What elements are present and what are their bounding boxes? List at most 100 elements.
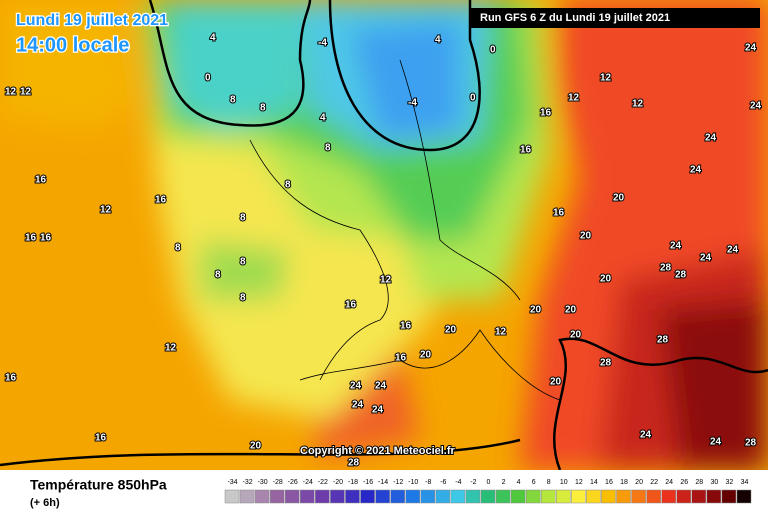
scale-label: -2: [470, 479, 476, 486]
isotherm-label: 8: [285, 180, 291, 191]
isotherm-label: 20: [420, 350, 432, 361]
isotherm-label: 12: [165, 343, 177, 354]
isotherm-label: 20: [580, 231, 592, 242]
isotherm-label: 12: [380, 275, 392, 286]
isotherm-label: 20: [250, 441, 262, 452]
isotherm-label: 8: [230, 95, 236, 106]
isotherm-label: 20: [565, 305, 577, 316]
scale-label: -12: [393, 479, 403, 486]
isotherm-label: 24: [640, 430, 652, 441]
run-box: [470, 8, 760, 28]
isotherm-label: 20: [530, 305, 542, 316]
scale-swatch: [525, 489, 541, 504]
scale-label: -18: [348, 479, 358, 486]
isotherm-label: 20: [600, 274, 612, 285]
scale-label: -24: [303, 479, 313, 486]
isotherm-label: 24: [750, 101, 762, 112]
scale-label: -8: [425, 479, 431, 486]
scale-label: 6: [532, 479, 536, 486]
scale-swatch: [224, 489, 240, 504]
scale-swatch: [601, 489, 616, 504]
scale-swatch: [631, 489, 646, 504]
scale-swatch: [300, 489, 315, 504]
scale-swatch: [435, 489, 451, 504]
isotherm-label: 0: [490, 45, 496, 56]
scale-swatch: [375, 489, 390, 504]
scale-swatch: [254, 489, 270, 504]
scale-label: -10: [408, 479, 418, 486]
scale-swatch: [540, 489, 556, 504]
isotherm-label: 16: [395, 353, 407, 364]
scale-label: 30: [710, 479, 718, 486]
isotherm-label: 12: [5, 87, 17, 98]
isotherm-label: 16: [95, 433, 107, 444]
scale-label: 12: [575, 479, 583, 486]
isotherm-label: 24: [745, 43, 757, 54]
copyright: Copyright © 2021 Meteociel.fr: [300, 445, 456, 457]
scale-label: 34: [741, 479, 749, 486]
isotherm-label: 12: [495, 327, 507, 338]
scale-swatch: [571, 489, 586, 504]
scale-label: 28: [695, 479, 703, 486]
scale-label: 14: [590, 479, 598, 486]
isotherm-label: 16: [40, 233, 52, 244]
scale-label: -20: [333, 479, 343, 486]
footer-title: Température 850hPa: [30, 477, 167, 493]
footer-lead: (+ 6h): [30, 497, 60, 509]
scale-label: -30: [258, 479, 268, 486]
scale-label: 24: [665, 479, 673, 486]
scale-swatch: [706, 489, 722, 504]
isotherm-label: 8: [260, 103, 266, 114]
isotherm-label: 16: [553, 208, 565, 219]
isotherm-label: 16: [400, 321, 412, 332]
date: Lundi 19 juillet 2021: [16, 12, 168, 29]
scale-label: -16: [363, 479, 373, 486]
scale-swatch: [586, 489, 601, 504]
scale-label: 26: [680, 479, 688, 486]
isotherm-label: 20: [550, 377, 562, 388]
isotherm-label: 24: [375, 381, 387, 392]
isotherm-label: 20: [445, 325, 457, 336]
scale-label: 0: [487, 479, 491, 486]
scale-swatch: [736, 489, 752, 504]
scale-swatch: [480, 489, 496, 504]
scale-label: 16: [605, 479, 613, 486]
scale-swatch: [450, 489, 466, 504]
isotherm-label: 24: [727, 245, 739, 256]
isotherm-label: 16: [5, 373, 17, 384]
isotherm-label: 8: [325, 143, 331, 154]
scale-swatch: [556, 489, 571, 504]
scale-label: -28: [273, 479, 283, 486]
isotherm-label: 12: [100, 205, 112, 216]
isotherm-label: 12: [632, 99, 644, 110]
scale-label: 32: [726, 479, 734, 486]
scale-swatch: [239, 489, 255, 504]
isotherm-label: 16: [540, 108, 552, 119]
isotherm-label: 12: [600, 73, 612, 84]
scale-label: -32: [243, 479, 253, 486]
scale-label: 8: [547, 479, 551, 486]
isotherm-label: 24: [710, 437, 722, 448]
isotherm-label: 16: [345, 300, 357, 311]
isotherm-label: 8: [240, 213, 246, 224]
scale-label: -34: [227, 479, 237, 486]
scale-swatch: [495, 489, 511, 504]
scale-swatch: [691, 489, 707, 504]
isotherm-label: 12: [568, 93, 580, 104]
scale-swatch: [661, 489, 676, 504]
isotherm-label: 28: [660, 263, 672, 274]
isotherm-label: 24: [372, 405, 384, 416]
scale-swatch: [510, 489, 526, 504]
isotherm-label: 16: [25, 233, 37, 244]
isotherm-label: 24: [670, 241, 682, 252]
scale-label: 10: [560, 479, 568, 486]
isotherm-label: 8: [240, 293, 246, 304]
isotherm-label: 24: [705, 133, 717, 144]
scale-swatch: [721, 489, 737, 504]
scale-swatch: [360, 489, 375, 504]
scale-label: -26: [288, 479, 298, 486]
isotherm-label: 24: [700, 253, 712, 264]
isotherm-label: 16: [520, 145, 532, 156]
isotherm-label: 0: [205, 73, 211, 84]
isotherm-label: 28: [348, 458, 360, 469]
